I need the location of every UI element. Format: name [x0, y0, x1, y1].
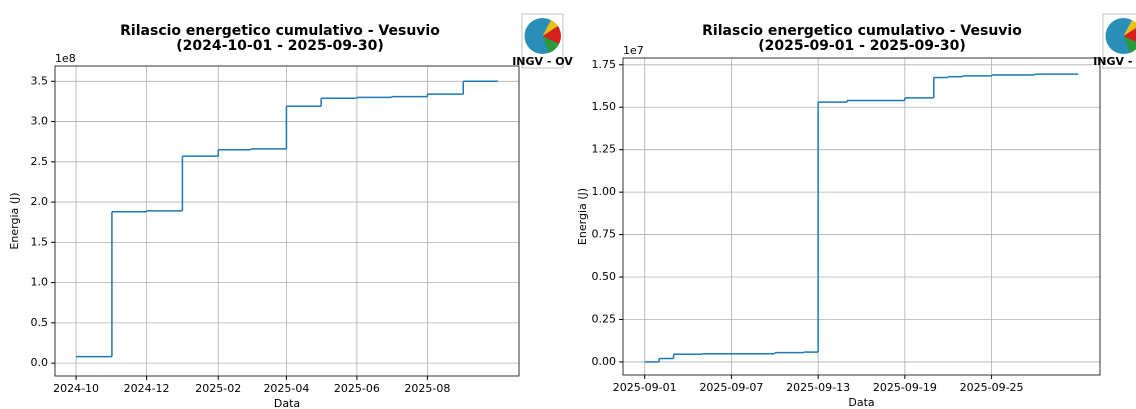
x-tick-label: 2024-10 — [53, 382, 99, 395]
offset-label: 1e8 — [55, 52, 76, 65]
logo: INGV - OV — [512, 13, 573, 69]
y-tick-label: 2.5 — [31, 155, 49, 168]
y-tick-label: 0.00 — [592, 355, 617, 368]
chart-title: Rilascio energetico cumulativo - Vesuvio — [120, 23, 440, 39]
plot-frame — [54, 65, 520, 377]
y-tick-label: 1.5 — [31, 235, 49, 248]
chart-subtitle: (2025-09-01 - 2025-09-30) — [758, 38, 965, 54]
y-tick-label: 1.0 — [31, 276, 49, 289]
logo-wedge — [542, 20, 558, 36]
x-tick-label: 2025-06 — [334, 382, 380, 395]
chart-subtitle: (2024-10-01 - 2025-09-30) — [176, 38, 383, 54]
plot-frame — [622, 57, 1101, 376]
logo: INGV - OV — [1093, 13, 1136, 69]
y-tick-label: 3.0 — [31, 115, 49, 128]
x-tick-label: 2025-09-25 — [960, 381, 1024, 394]
y-tick-label: 0.0 — [31, 356, 49, 369]
logo-wedge — [1123, 36, 1136, 53]
y-tick-label: 0.75 — [592, 228, 617, 241]
logo-wedge — [1123, 20, 1136, 36]
x-tick-label: 2025-09-19 — [873, 381, 937, 394]
y-tick-label: 1.50 — [592, 100, 617, 113]
y-tick-label: 0.25 — [592, 312, 617, 325]
logo-wedge — [542, 36, 559, 53]
chart-panel: Rilascio energetico cumulativo - Vesuvio… — [8, 13, 573, 409]
x-tick-label: 2025-09-07 — [699, 381, 763, 394]
y-tick-label: 0.5 — [31, 316, 49, 329]
offset-label: 1e7 — [623, 44, 644, 57]
logo-text: INGV - OV — [512, 55, 573, 68]
y-tick-label: 1.75 — [592, 58, 617, 71]
chart-panel: Rilascio energetico cumulativo - Vesuvio… — [576, 13, 1136, 409]
x-axis-label: Data — [848, 396, 874, 409]
y-tick-label: 3.5 — [31, 74, 49, 87]
x-tick-label: 2025-09-01 — [613, 381, 677, 394]
x-tick-label: 2024-12 — [124, 382, 170, 395]
logo-wedge — [542, 26, 561, 44]
y-tick-label: 1.25 — [592, 143, 617, 156]
x-tick-label: 2025-09-13 — [786, 381, 850, 394]
y-tick-label: 0.50 — [592, 270, 617, 283]
logo-wedge — [1123, 27, 1136, 43]
x-axis-label: Data — [274, 397, 300, 409]
x-tick-label: 2025-08 — [404, 382, 450, 395]
logo-text: INGV - OV — [1093, 55, 1136, 68]
x-tick-label: 2025-02 — [195, 382, 241, 395]
chart-title: Rilascio energetico cumulativo - Vesuvio — [702, 23, 1022, 39]
y-tick-label: 1.00 — [592, 185, 617, 198]
y-tick-label: 2.0 — [31, 195, 49, 208]
y-axis-label: Energia (J) — [576, 188, 589, 245]
x-tick-label: 2025-04 — [263, 382, 309, 395]
y-axis-label: Energia (J) — [8, 192, 21, 249]
